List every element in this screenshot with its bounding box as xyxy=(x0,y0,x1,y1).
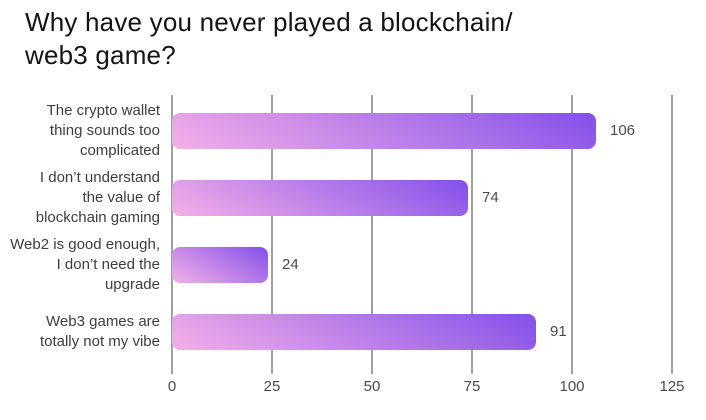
gridline-x-75 xyxy=(471,95,473,374)
category-label: I don’t understand the value of blockcha… xyxy=(35,169,160,226)
gridline-x-125 xyxy=(671,95,673,374)
gridline-x-0 xyxy=(171,95,173,374)
category-label: Web3 games are totally not my vibe xyxy=(39,313,160,350)
x-axis-tick-label-125: 125 xyxy=(659,378,685,395)
chart-title: Why have you never played a blockchain/w… xyxy=(25,6,513,72)
x-axis-tick-label-0: 0 xyxy=(167,378,177,395)
gridline-x-50 xyxy=(371,95,373,374)
bar xyxy=(172,247,268,283)
x-axis-tick-label-75: 75 xyxy=(463,378,481,395)
x-axis-tick-label-25: 25 xyxy=(263,378,281,395)
chart-title-line1: Why have you never played a blockchain/ xyxy=(25,7,513,37)
chart-title-line2: web3 game? xyxy=(25,40,176,70)
bar xyxy=(172,180,468,216)
value-label: 74 xyxy=(482,189,499,206)
value-label: 106 xyxy=(610,122,636,139)
category-label: Web2 is good enough, I don’t need the up… xyxy=(10,236,160,293)
bar xyxy=(172,314,536,350)
category-label: The crypto wallet thing sounds too compl… xyxy=(46,102,160,159)
bar xyxy=(172,113,596,149)
gridline-x-100 xyxy=(571,95,573,374)
gridline-x-25 xyxy=(271,95,273,374)
x-axis-tick-label-100: 100 xyxy=(559,378,585,395)
x-axis-tick-label-50: 50 xyxy=(363,378,381,395)
value-label: 24 xyxy=(282,256,299,273)
value-label: 91 xyxy=(550,323,567,340)
